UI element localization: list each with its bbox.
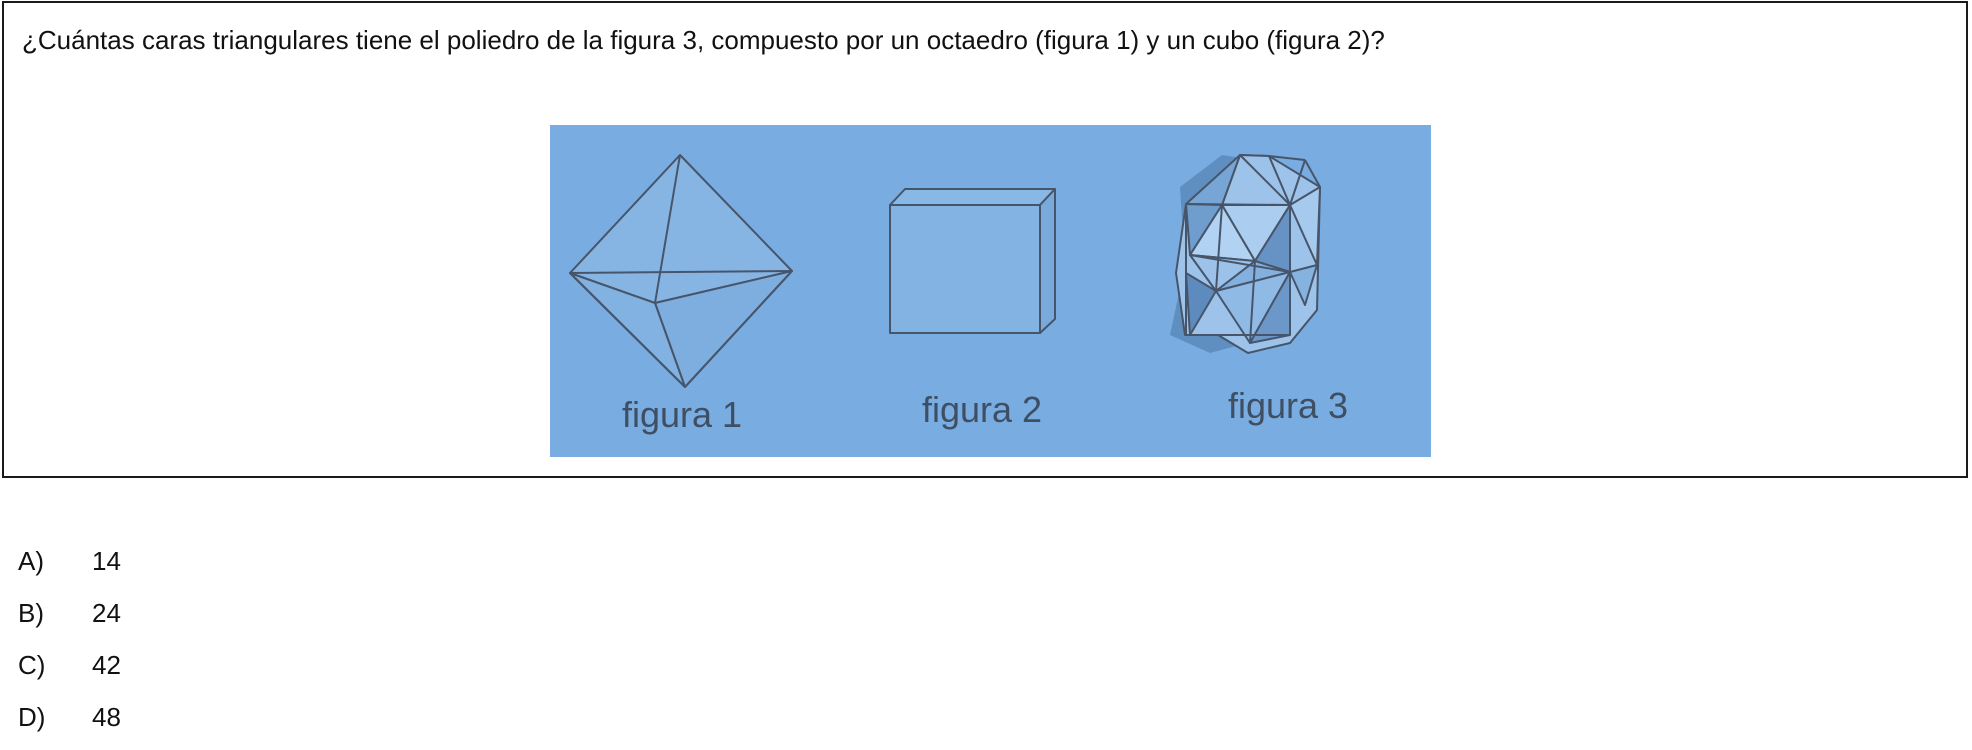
- option-value: 14: [92, 546, 121, 576]
- option-value: 42: [92, 650, 121, 680]
- option-a[interactable]: A) 14: [18, 535, 121, 587]
- cube-drawing: [889, 188, 1056, 334]
- option-value: 48: [92, 702, 121, 732]
- option-letter: A): [18, 546, 44, 576]
- compound-polyhedron-drawing: [1170, 154, 1321, 354]
- octahedron-drawing: [569, 154, 793, 388]
- question-text: ¿Cuántas caras triangulares tiene el pol…: [22, 25, 1385, 55]
- option-letter: D): [18, 702, 46, 732]
- option-b[interactable]: B) 24: [18, 587, 121, 639]
- option-value: 24: [92, 598, 121, 628]
- option-letter: C): [18, 650, 46, 680]
- option-d[interactable]: D) 48: [18, 691, 121, 743]
- answer-options: A) 14 B) 24 C) 42 D) 48: [18, 535, 121, 743]
- question-box: ¿Cuántas caras triangulares tiene el pol…: [2, 1, 1968, 478]
- option-c[interactable]: C) 42: [18, 639, 121, 691]
- figure-image: figura 1 figura 2 figura 3: [550, 125, 1431, 457]
- polyhedra-illustration: figura 1 figura 2 figura 3: [569, 154, 1348, 435]
- figure-label-2: figura 2: [922, 389, 1042, 430]
- option-letter: B): [18, 598, 44, 628]
- figure-label-1: figura 1: [622, 394, 742, 435]
- figure-label-3: figura 3: [1228, 385, 1348, 426]
